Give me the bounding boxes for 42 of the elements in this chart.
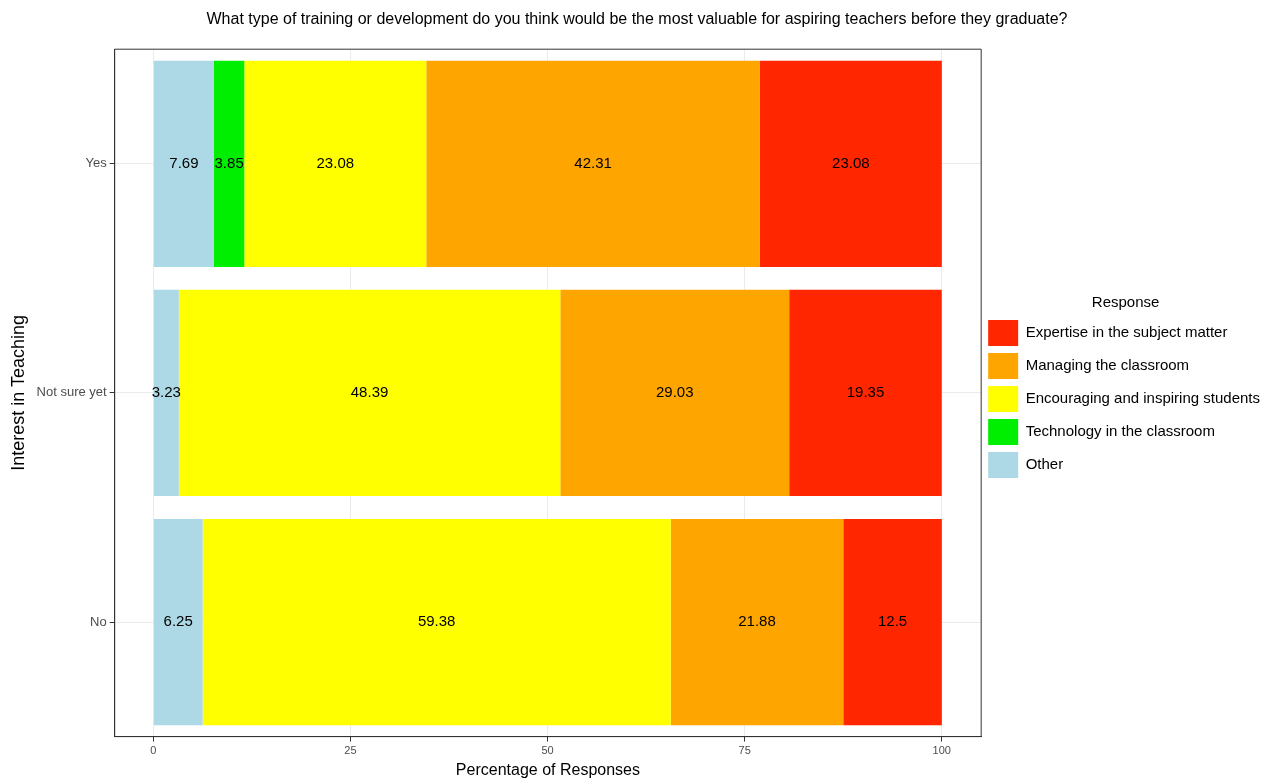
y-axis-title: Interest in Teaching xyxy=(7,315,28,471)
x-tick-label: 100 xyxy=(932,744,951,757)
bar xyxy=(426,60,760,267)
bar xyxy=(178,289,561,497)
y-tick-label: Yes xyxy=(85,155,108,171)
legend-label: Expertise in the subject matter xyxy=(1025,323,1228,341)
legend-label: Managing the classroom xyxy=(1025,356,1190,374)
legend-title: Response xyxy=(1091,292,1160,310)
legend-label: Technology in the classroom xyxy=(1025,422,1215,440)
x-tick-label: 50 xyxy=(541,744,554,757)
data-label: 48.39 xyxy=(350,383,389,401)
bar xyxy=(789,289,942,497)
legend-label: Encouraging and inspiring students xyxy=(1025,389,1260,407)
bar xyxy=(153,518,203,726)
y-tick-label: No xyxy=(90,613,107,629)
x-tick-label: 0 xyxy=(150,744,157,757)
bar xyxy=(202,518,671,726)
data-label: 29.03 xyxy=(655,383,694,401)
data-label: 19.35 xyxy=(846,383,885,401)
data-label: 21.88 xyxy=(738,612,776,630)
x-axis-title: Percentage of Responses xyxy=(455,760,640,778)
bar xyxy=(759,60,942,267)
x-tick-label: 75 xyxy=(738,744,751,757)
bar xyxy=(670,518,844,726)
data-label: 7.69 xyxy=(169,153,199,171)
data-label: 3.85 xyxy=(214,153,244,171)
data-label: 6.25 xyxy=(163,612,193,630)
y-tick-label: Not sure yet xyxy=(36,384,108,400)
bar xyxy=(843,518,942,726)
chart-title: What type of training or development do you think would be the most valuable for aspiring teachers before they graduate? xyxy=(206,10,1068,28)
data-label: 23.08 xyxy=(832,153,870,171)
data-label: 12.5 xyxy=(877,612,908,630)
bar xyxy=(153,289,179,497)
data-label: 23.08 xyxy=(316,153,355,171)
bar xyxy=(153,60,214,267)
data-label: 42.31 xyxy=(574,153,612,171)
bar xyxy=(560,289,790,497)
legend-label: Other xyxy=(1025,455,1064,473)
x-tick-label: 25 xyxy=(344,744,357,757)
bar xyxy=(244,60,427,267)
data-label: 59.38 xyxy=(417,612,456,630)
bar xyxy=(213,60,245,267)
